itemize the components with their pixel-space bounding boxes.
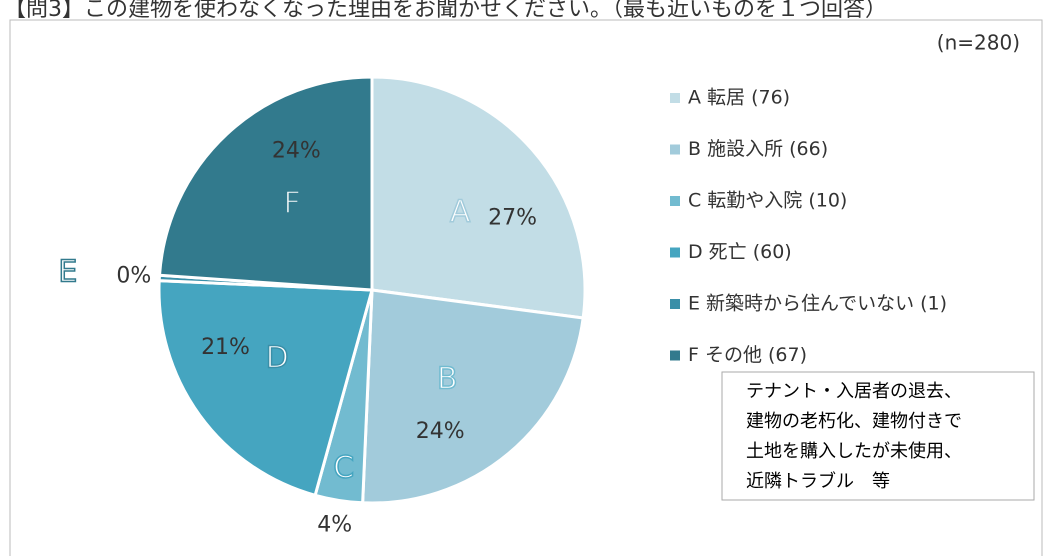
legend-swatch	[670, 196, 680, 206]
pie-slice	[361, 288, 585, 505]
annotation-line: テナント・入居者の退去、	[746, 381, 962, 402]
legend-label: C 転勤や入院 (10)	[688, 190, 847, 212]
annotation-line: 建物の老朽化、建物付きで	[746, 411, 962, 432]
slice-percent: 24%	[416, 419, 465, 444]
legend-swatch	[670, 247, 680, 258]
legend-swatch	[670, 93, 680, 103]
legend-swatch	[670, 350, 680, 361]
annotation-line: 近隣トラブル 等	[746, 470, 890, 492]
slice-percent: 27%	[488, 206, 537, 231]
pie-slice	[157, 75, 374, 292]
slice-letter: E	[58, 254, 77, 289]
annotation-box	[721, 371, 1035, 501]
slice-letter: B	[437, 361, 458, 396]
chart-title: 【問3】この建物を使わなくなった理由をお聞かせください。（最も近いものを１つ回答…	[4, 0, 887, 22]
slice-letter: F	[283, 186, 300, 221]
legend-label: D 死亡 (60)	[688, 241, 792, 263]
legend-label: B 施設入所 (66)	[688, 138, 828, 160]
slice-percent: 0%	[116, 264, 151, 289]
slice-percent: 21%	[201, 335, 250, 360]
pie-slice	[370, 75, 587, 320]
annotation-line: 土地を購入したが未使用、	[746, 441, 962, 462]
legend-label: F その他 (67)	[688, 344, 807, 366]
legend-swatch	[670, 299, 680, 309]
slice-percent: 4%	[317, 513, 352, 538]
slice-letter: D	[266, 340, 289, 375]
subtitle: (n=280)	[937, 31, 1020, 55]
legend-label: E 新築時から住んでいない (1)	[688, 293, 947, 315]
slice-percent: 24%	[272, 139, 321, 164]
slice-letter: A	[450, 194, 471, 229]
legend-swatch	[670, 144, 680, 155]
slice-letter: C	[333, 450, 354, 485]
pie-slice	[157, 279, 374, 498]
legend-label: A 転居 (76)	[688, 87, 790, 109]
